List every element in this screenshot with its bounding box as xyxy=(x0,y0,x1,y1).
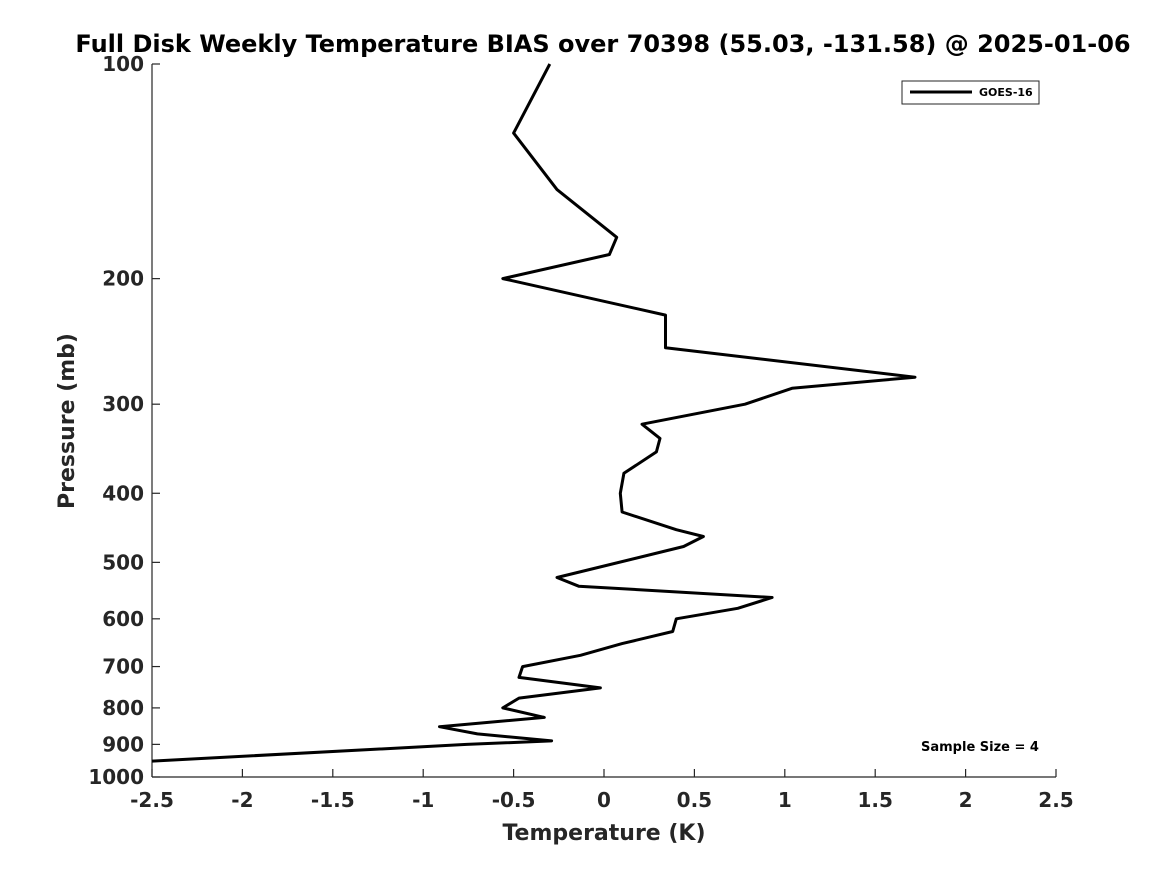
y-tick-label: 500 xyxy=(102,550,144,574)
y-tick-label: 600 xyxy=(102,607,144,631)
y-tick-label: 700 xyxy=(102,655,144,679)
x-tick-label: -0.5 xyxy=(492,788,536,812)
x-tick-label: 1.5 xyxy=(857,788,892,812)
x-tick-label: 0.5 xyxy=(677,788,712,812)
legend-label-goes-16: GOES-16 xyxy=(979,86,1033,99)
x-tick-label: 0 xyxy=(597,788,611,812)
y-ticks: 100 200 300 400 500 600 700 800 900 1000 xyxy=(88,52,160,789)
y-tick-label: 800 xyxy=(102,696,144,720)
y-tick-label: 100 xyxy=(102,52,144,76)
y-axis-label: Pressure (mb) xyxy=(55,333,80,509)
x-tick-label: 2.5 xyxy=(1038,788,1073,812)
sample-size-annotation: Sample Size = 4 xyxy=(921,740,1039,755)
x-tick-label: -1 xyxy=(412,788,434,812)
x-ticks: -2.5 -2 -1.5 -1 -0.5 0 0.5 1 1.5 2 2.5 xyxy=(130,769,1074,812)
y-tick-label: 900 xyxy=(102,732,144,756)
x-tick-label: -2 xyxy=(231,788,253,812)
y-tick-label: 200 xyxy=(102,267,144,291)
plot-background xyxy=(152,64,1056,777)
plot-area: -2.5 -2 -1.5 -1 -0.5 0 0.5 1 1.5 2 2.5 100 200 300 40… xyxy=(88,52,1073,812)
x-tick-label: 2 xyxy=(959,788,973,812)
x-tick-label: -2.5 xyxy=(130,788,174,812)
series-layer xyxy=(151,63,917,763)
y-tick-label: 400 xyxy=(102,481,144,505)
y-tick-label: 300 xyxy=(102,392,144,416)
x-axis-label: Temperature (K) xyxy=(502,821,705,846)
y-tick-label: 1000 xyxy=(88,765,144,789)
x-tick-label: 1 xyxy=(778,788,792,812)
legend: GOES-16 xyxy=(901,80,1040,105)
series-line-goes-16 xyxy=(151,63,917,763)
x-tick-label: -1.5 xyxy=(311,788,355,812)
chart-title: Full Disk Weekly Temperature BIAS over 7… xyxy=(75,30,1130,58)
